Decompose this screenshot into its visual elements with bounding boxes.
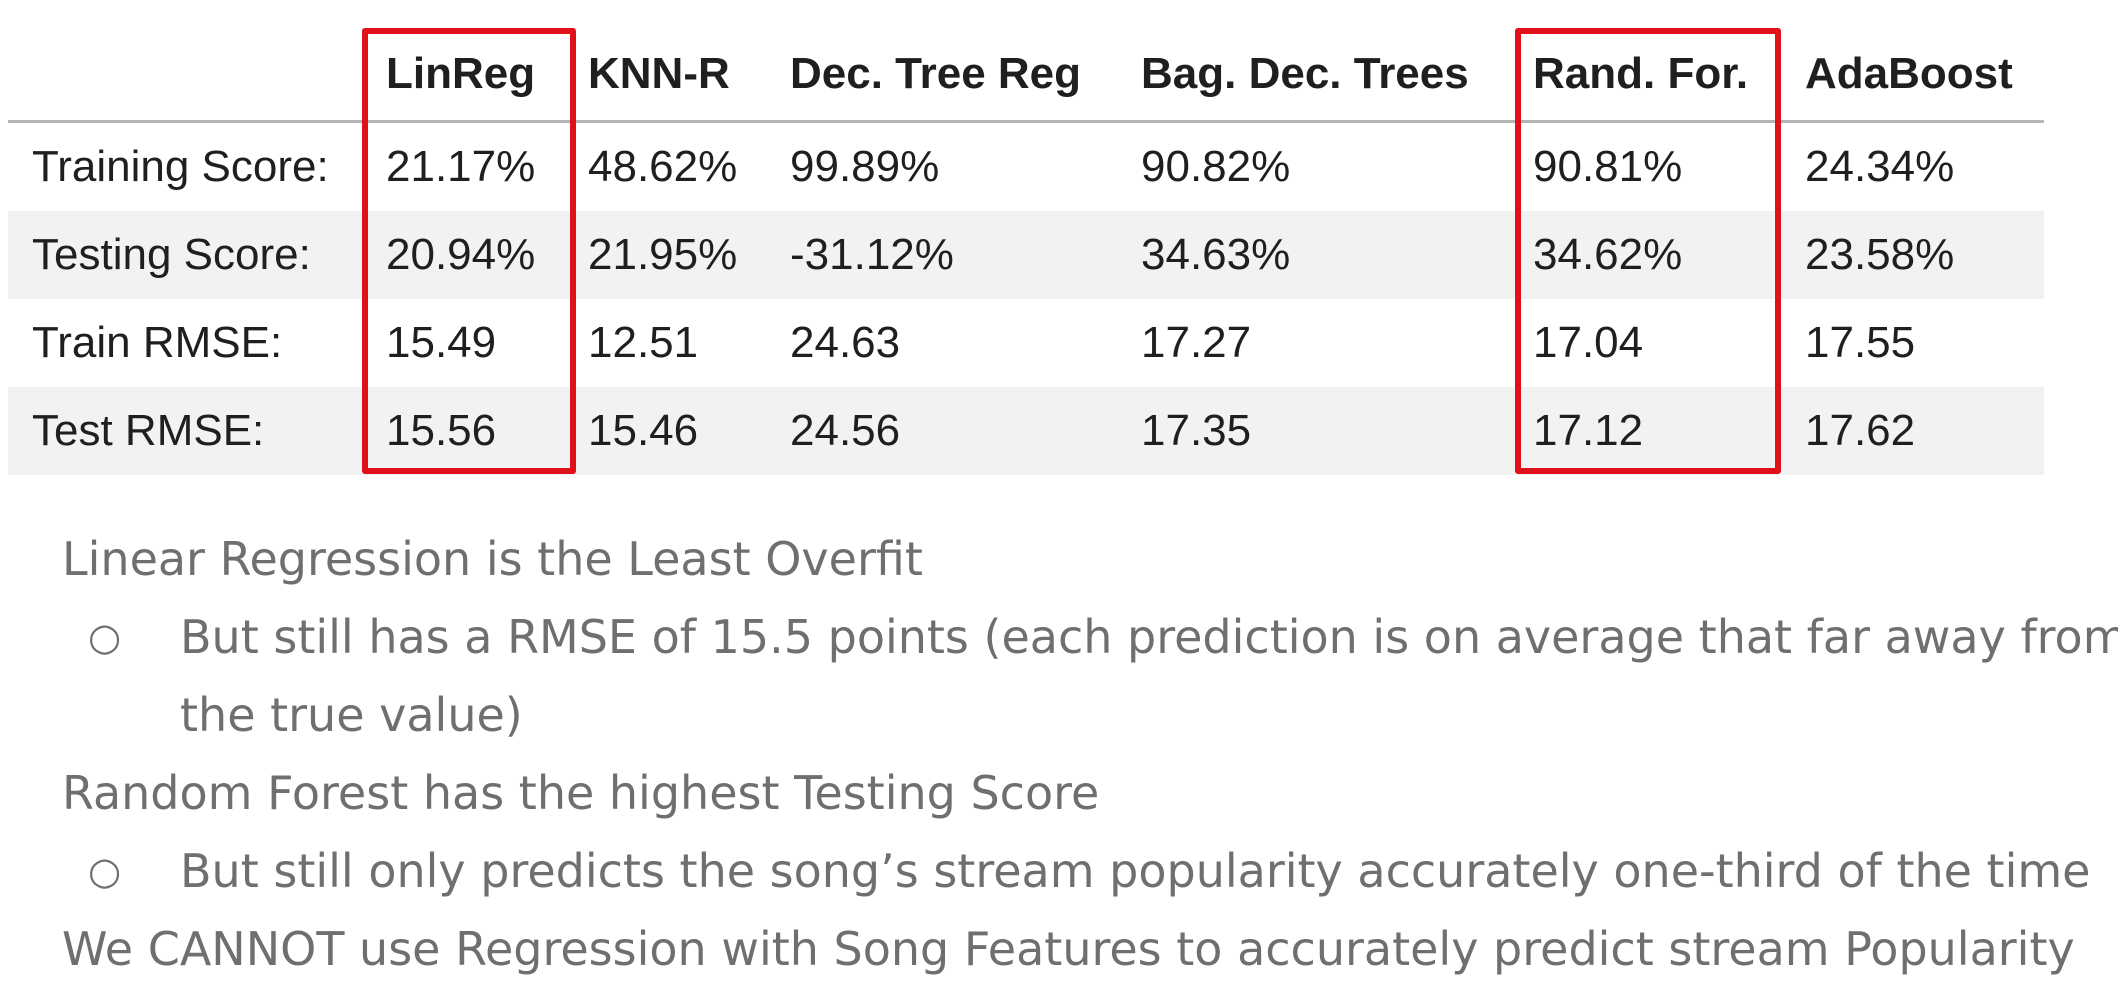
row-label-testing-score: Testing Score: xyxy=(8,211,362,299)
header-corner xyxy=(8,28,362,123)
table-cell: 34.62% xyxy=(1509,211,1781,299)
row-label-test-rmse: Test RMSE: xyxy=(8,387,362,475)
table-cell: 48.62% xyxy=(564,121,766,211)
header-knn-r: KNN-R xyxy=(564,28,766,123)
note-conclusion: We CANNOT use Regression with Song Featu… xyxy=(62,922,2075,976)
table-cell: -31.12% xyxy=(766,211,1117,299)
header-dec-tree-reg: Dec. Tree Reg xyxy=(766,28,1117,123)
header-adaboost: AdaBoost xyxy=(1781,28,2044,123)
table-cell: 34.63% xyxy=(1117,211,1509,299)
table-row: Training Score: 21.17% 48.62% 99.89% 90.… xyxy=(8,121,2044,211)
table-header-row: LinReg KNN-R Dec. Tree Reg Bag. Dec. Tre… xyxy=(8,28,2044,123)
table-cell: 21.17% xyxy=(362,121,564,211)
table-row: Train RMSE: 15.49 12.51 24.63 17.27 17.0… xyxy=(8,299,2044,387)
hollow-circle-bullet-icon: ○ xyxy=(88,615,122,659)
row-label-train-rmse: Train RMSE: xyxy=(8,299,362,387)
table-cell: 17.27 xyxy=(1117,299,1509,387)
results-table-container: LinReg KNN-R Dec. Tree Reg Bag. Dec. Tre… xyxy=(8,28,2044,475)
table-cell: 17.62 xyxy=(1781,387,2044,475)
note-rmse-line2: the true value) xyxy=(180,688,523,742)
table-cell: 17.35 xyxy=(1117,387,1509,475)
table-cell: 21.95% xyxy=(564,211,766,299)
row-label-training-score: Training Score: xyxy=(8,121,362,211)
header-rand-for: Rand. For. xyxy=(1509,28,1781,123)
table-cell: 15.49 xyxy=(362,299,564,387)
table-cell: 15.56 xyxy=(362,387,564,475)
table-row: Testing Score: 20.94% 21.95% -31.12% 34.… xyxy=(8,211,2044,299)
table-cell: 12.51 xyxy=(564,299,766,387)
header-bag-dec-trees: Bag. Dec. Trees xyxy=(1117,28,1509,123)
note-least-overfit: Linear Regression is the Least Overfit xyxy=(62,532,923,586)
table-cell: 24.63 xyxy=(766,299,1117,387)
header-linreg: LinReg xyxy=(362,28,564,123)
table-row: Test RMSE: 15.56 15.46 24.56 17.35 17.12… xyxy=(8,387,2044,475)
hollow-circle-bullet-icon: ○ xyxy=(88,849,122,893)
table-cell: 15.46 xyxy=(564,387,766,475)
table-cell: 90.82% xyxy=(1117,121,1509,211)
table-cell: 17.55 xyxy=(1781,299,2044,387)
table-cell: 99.89% xyxy=(766,121,1117,211)
table-cell: 24.56 xyxy=(766,387,1117,475)
note-rmse-line1: But still has a RMSE of 15.5 points (eac… xyxy=(180,610,2118,664)
table-cell: 20.94% xyxy=(362,211,564,299)
table-cell: 17.04 xyxy=(1509,299,1781,387)
model-comparison-table: LinReg KNN-R Dec. Tree Reg Bag. Dec. Tre… xyxy=(8,28,2044,475)
note-highest-testing-score: Random Forest has the highest Testing Sc… xyxy=(62,766,1100,820)
table-cell: 24.34% xyxy=(1781,121,2044,211)
table-cell: 90.81% xyxy=(1509,121,1781,211)
table-cell: 23.58% xyxy=(1781,211,2044,299)
table-cell: 17.12 xyxy=(1509,387,1781,475)
note-one-third: But still only predicts the song’s strea… xyxy=(180,844,2091,898)
